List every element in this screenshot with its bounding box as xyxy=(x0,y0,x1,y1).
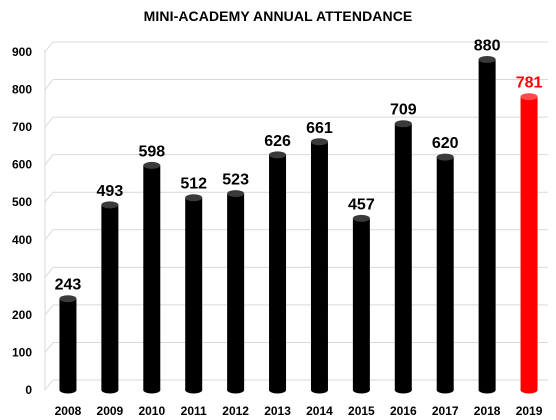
y-tick-label: 100 xyxy=(12,345,32,359)
bar-base xyxy=(310,386,328,394)
gridline-depth xyxy=(44,379,54,391)
x-tick-label: 2014 xyxy=(306,404,333,418)
data-label: 626 xyxy=(264,133,291,150)
bar-2018 xyxy=(478,56,496,394)
bar-base xyxy=(101,386,119,394)
y-tick-label: 500 xyxy=(12,195,32,209)
data-label: 243 xyxy=(55,277,82,294)
gridlines xyxy=(44,41,548,391)
bar-base xyxy=(269,386,287,394)
bar-body xyxy=(269,154,287,390)
bar-base xyxy=(185,386,203,394)
gridline-depth xyxy=(44,79,54,90)
data-label: 709 xyxy=(390,102,417,119)
bar-base xyxy=(394,386,412,394)
y-tick-label: 600 xyxy=(12,158,32,172)
bar-top xyxy=(59,295,77,303)
bar-body xyxy=(59,298,77,390)
y-tick-label: 0 xyxy=(25,383,32,397)
bar-2010 xyxy=(143,161,161,394)
bar-body xyxy=(143,165,161,390)
data-labels: 243 493 598 512 523 626 661 457 709 620 880 781 xyxy=(55,38,543,294)
bar-top xyxy=(520,93,538,101)
bar-2009 xyxy=(101,201,119,394)
gridline-depth xyxy=(44,154,54,165)
x-tick-label: 2010 xyxy=(138,404,165,418)
gridline-depth xyxy=(44,116,54,128)
y-tick-label: 300 xyxy=(12,270,32,284)
x-tick-label: 2015 xyxy=(348,404,375,418)
bar-2008 xyxy=(59,295,77,394)
bar-top xyxy=(394,120,412,128)
data-label: 880 xyxy=(474,38,501,55)
x-tick-label: 2019 xyxy=(516,404,543,418)
bar-body xyxy=(394,123,412,390)
bar-top xyxy=(227,190,245,198)
gridline-depth xyxy=(44,41,54,53)
x-tick-label: 2011 xyxy=(181,404,207,418)
y-tick-label: 700 xyxy=(12,120,32,134)
bar-top xyxy=(436,153,454,161)
bar-body xyxy=(185,197,203,390)
bar-base xyxy=(436,386,454,394)
bar-base xyxy=(227,386,245,394)
bar-body xyxy=(478,59,496,391)
bar-2019 xyxy=(520,93,538,394)
gridline-depth xyxy=(44,267,54,278)
bar-base xyxy=(478,386,496,394)
bar-body xyxy=(310,141,328,390)
gridline-depth xyxy=(44,342,54,353)
data-label: 457 xyxy=(348,196,375,213)
bar-top xyxy=(143,161,161,169)
bar-2014 xyxy=(310,138,328,394)
data-label: 512 xyxy=(180,176,207,193)
bar-top xyxy=(269,151,287,159)
bar-base xyxy=(520,386,538,394)
data-label: 523 xyxy=(222,172,249,189)
bar-2011 xyxy=(185,194,203,394)
chart-title: MINI-ACADEMY ANNUAL ATTENDANCE xyxy=(143,8,413,24)
x-tick-label: 2008 xyxy=(55,404,82,418)
bar-body xyxy=(227,193,245,390)
bar-2016 xyxy=(394,120,412,394)
bar-2012 xyxy=(227,190,245,394)
x-axis-ticks: 2008 2009 2010 2011 2012 2013 2014 2015 2016 2017… xyxy=(55,404,543,418)
gridline-depth xyxy=(44,229,54,241)
bar-2013 xyxy=(269,151,287,394)
x-tick-label: 2018 xyxy=(474,404,501,418)
bar-top xyxy=(352,214,370,222)
data-label: 598 xyxy=(138,143,165,160)
bar-2017 xyxy=(436,153,454,394)
y-tick-label: 800 xyxy=(12,83,32,97)
y-tick-label: 900 xyxy=(12,45,32,59)
bar-body xyxy=(352,218,370,390)
bar-top xyxy=(310,138,328,146)
bar-body xyxy=(436,157,454,390)
y-axis-ticks: 0 100 200 300 400 500 600 700 800 900 xyxy=(12,45,32,397)
bar-2015 xyxy=(352,214,370,394)
bar-body xyxy=(520,96,538,391)
y-tick-label: 200 xyxy=(12,308,32,322)
x-tick-label: 2013 xyxy=(264,404,291,418)
bars xyxy=(59,56,538,394)
bar-top xyxy=(185,194,203,202)
bar-body xyxy=(101,204,119,390)
bar-base xyxy=(143,386,161,394)
bar-base xyxy=(352,386,370,394)
bar-top xyxy=(101,201,119,209)
gridline-depth xyxy=(44,304,54,316)
x-tick-label: 2012 xyxy=(222,404,249,418)
data-label: 661 xyxy=(306,120,333,137)
y-tick-label: 400 xyxy=(12,233,32,247)
x-tick-label: 2017 xyxy=(432,404,459,418)
bar-top xyxy=(478,56,496,64)
x-tick-label: 2009 xyxy=(97,404,124,418)
data-label: 620 xyxy=(432,135,459,152)
bar-base xyxy=(59,386,77,394)
x-tick-label: 2016 xyxy=(390,404,417,418)
data-label: 493 xyxy=(97,183,124,200)
gridline-depth xyxy=(44,191,54,203)
data-label: 781 xyxy=(516,75,543,92)
